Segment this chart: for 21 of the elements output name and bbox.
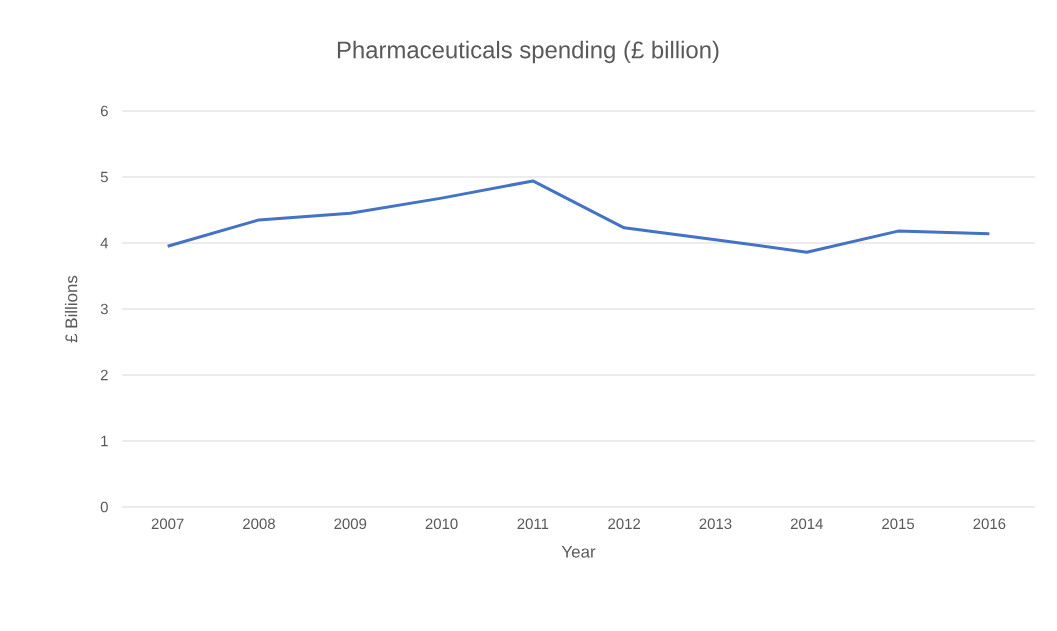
chart-title: Pharmaceuticals spending (£ billion)	[337, 40, 719, 64]
x-tick-label: 2007	[151, 518, 184, 530]
x-tick-label: 2013	[699, 518, 732, 530]
x-tick-label: 2010	[425, 518, 458, 530]
x-tick-label: 2016	[973, 518, 1006, 530]
x-tick-label: 2011	[517, 518, 549, 530]
x-tick-label: 2014	[790, 518, 823, 530]
x-tick-label: 2009	[334, 518, 367, 530]
y-tick-label: 0	[100, 501, 108, 513]
y-tick-label: 3	[100, 303, 108, 315]
y-tick-label: 5	[100, 171, 108, 183]
x-tick-label: 2015	[882, 518, 915, 530]
y-tick-label: 6	[100, 105, 108, 117]
x-axis-title: Year	[561, 545, 596, 558]
y-tick-label: 4	[100, 237, 109, 249]
y-tick-label: 2	[100, 369, 108, 381]
x-tick-label: 2012	[608, 518, 641, 530]
y-tick-label: 1	[101, 435, 108, 447]
x-tick-label: 2008	[243, 518, 275, 530]
y-axis-title: £ Billions	[64, 275, 78, 343]
line-series	[166, 179, 991, 254]
